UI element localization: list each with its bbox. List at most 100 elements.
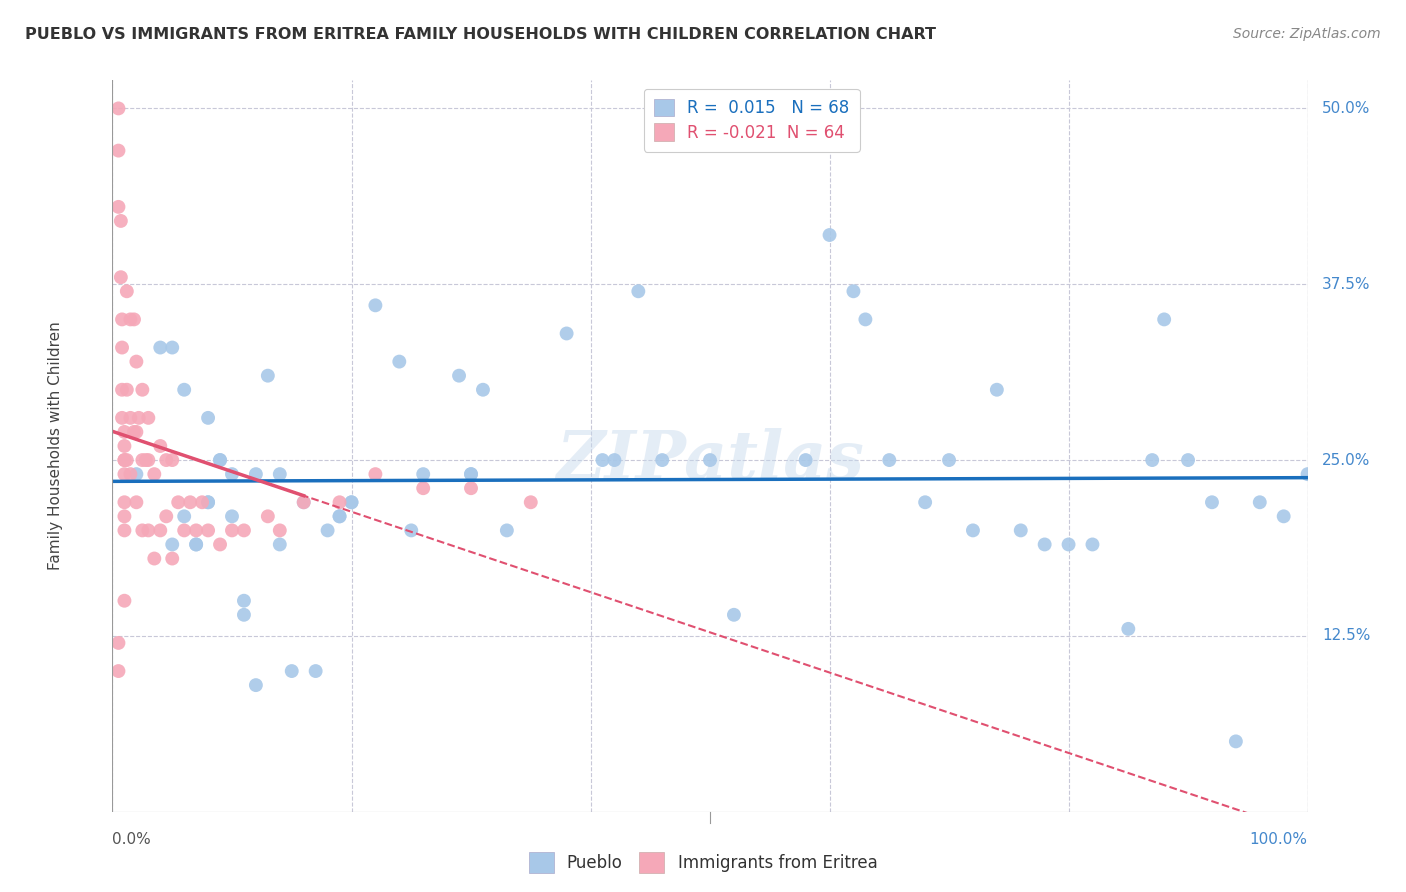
Point	[162, 453, 183, 467]
Point	[115, 453, 138, 467]
Point	[209, 537, 232, 551]
Text: 25.0%: 25.0%	[1322, 452, 1371, 467]
Point	[1081, 537, 1104, 551]
Point	[131, 453, 153, 467]
Point	[162, 551, 183, 566]
Point	[496, 524, 519, 538]
Point	[128, 410, 150, 425]
Point	[472, 383, 495, 397]
Point	[186, 524, 208, 538]
Text: ZIPatlas: ZIPatlas	[557, 428, 863, 493]
Text: PUEBLO VS IMMIGRANTS FROM ERITREA FAMILY HOUSEHOLDS WITH CHILDREN CORRELATION CH: PUEBLO VS IMMIGRANTS FROM ERITREA FAMILY…	[25, 27, 936, 42]
Point	[173, 509, 195, 524]
Point	[233, 524, 256, 538]
Point	[329, 509, 352, 524]
Point	[1033, 537, 1056, 551]
Point	[197, 495, 219, 509]
Point	[173, 383, 195, 397]
Point	[723, 607, 745, 622]
Point	[131, 524, 153, 538]
Point	[135, 453, 157, 467]
Point	[855, 312, 877, 326]
Point	[111, 341, 134, 355]
Point	[401, 524, 423, 538]
Point	[699, 453, 721, 467]
Point	[938, 453, 960, 467]
Point	[221, 524, 243, 538]
Point	[143, 551, 166, 566]
Point	[114, 439, 135, 453]
Legend: R =  0.015   N = 68, R = -0.021  N = 64: R = 0.015 N = 68, R = -0.021 N = 64	[644, 88, 859, 152]
Point	[520, 495, 543, 509]
Point	[460, 467, 482, 482]
Point	[329, 509, 352, 524]
Point	[986, 383, 1008, 397]
Point	[149, 524, 172, 538]
Point	[114, 453, 135, 467]
Point	[115, 383, 138, 397]
Point	[603, 453, 626, 467]
Point	[269, 524, 291, 538]
Point	[131, 383, 153, 397]
Point	[111, 312, 134, 326]
Point	[149, 439, 172, 453]
Point	[186, 537, 208, 551]
Point	[592, 453, 614, 467]
Point	[111, 383, 134, 397]
Point	[138, 410, 160, 425]
Point	[1201, 495, 1223, 509]
Point	[1010, 524, 1032, 538]
Point	[107, 102, 129, 116]
Point	[1118, 622, 1140, 636]
Point	[269, 537, 291, 551]
Point	[305, 664, 328, 678]
Point	[914, 495, 936, 509]
Point	[316, 524, 339, 538]
Text: 12.5%: 12.5%	[1322, 628, 1371, 643]
Point	[162, 537, 183, 551]
Text: 0.0%: 0.0%	[112, 832, 152, 847]
Point	[794, 453, 817, 467]
Point	[233, 607, 256, 622]
Point	[292, 495, 315, 509]
Point	[120, 312, 142, 326]
Text: 100.0%: 100.0%	[1250, 832, 1308, 847]
Point	[125, 467, 148, 482]
Point	[412, 467, 434, 482]
Point	[120, 467, 142, 482]
Point	[340, 495, 363, 509]
Point	[209, 453, 232, 467]
Point	[191, 495, 214, 509]
Point	[388, 354, 411, 368]
Point	[221, 467, 243, 482]
Point	[114, 467, 135, 482]
Point	[292, 495, 315, 509]
Point	[1177, 453, 1199, 467]
Point	[197, 495, 219, 509]
Point	[447, 368, 470, 383]
Legend: Pueblo, Immigrants from Eritrea: Pueblo, Immigrants from Eritrea	[522, 846, 884, 880]
Point	[155, 509, 177, 524]
Point	[107, 200, 129, 214]
Point	[122, 312, 145, 326]
Point	[122, 425, 145, 439]
Point	[364, 298, 387, 312]
Text: Source: ZipAtlas.com: Source: ZipAtlas.com	[1233, 27, 1381, 41]
Point	[364, 467, 387, 482]
Point	[162, 341, 183, 355]
Point	[138, 524, 160, 538]
Point	[1153, 312, 1175, 326]
Point	[209, 453, 232, 467]
Text: Family Households with Children: Family Households with Children	[48, 322, 63, 570]
Point	[257, 368, 280, 383]
Point	[173, 524, 195, 538]
Point	[107, 144, 129, 158]
Point	[120, 410, 142, 425]
Point	[1249, 495, 1271, 509]
Point	[555, 326, 578, 341]
Point	[651, 453, 673, 467]
Point	[110, 214, 132, 228]
Point	[879, 453, 901, 467]
Point	[197, 410, 219, 425]
Point	[115, 285, 138, 299]
